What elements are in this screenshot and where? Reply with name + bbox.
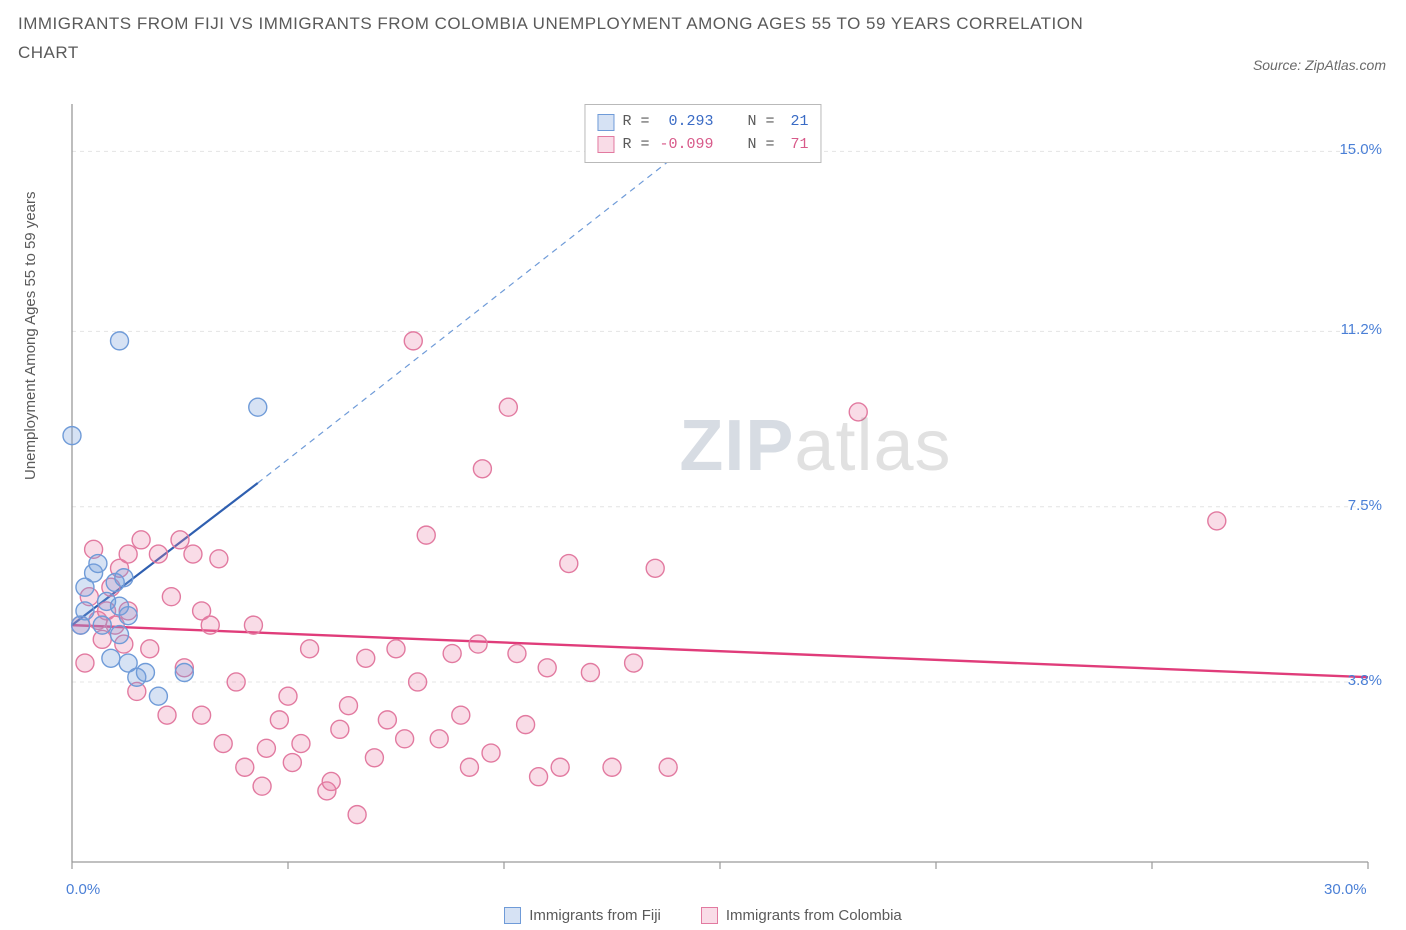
n-value-fiji: 21 bbox=[783, 111, 809, 134]
n-label: N = bbox=[748, 111, 775, 134]
x-tick-label: 0.0% bbox=[66, 881, 100, 898]
y-tick-label: 11.2% bbox=[1341, 321, 1382, 338]
stats-row-fiji: R = 0.293 N = 21 bbox=[597, 111, 808, 134]
stats-legend: R = 0.293 N = 21 R = -0.099 N = 71 bbox=[584, 104, 821, 163]
r-value-fiji: 0.293 bbox=[657, 111, 713, 134]
x-tick-label: 30.0% bbox=[1324, 881, 1367, 898]
swatch-colombia bbox=[701, 907, 718, 924]
legend-label-fiji: Immigrants from Fiji bbox=[529, 907, 661, 924]
y-axis-label: Unemployment Among Ages 55 to 59 years bbox=[22, 191, 39, 480]
r-label: R = bbox=[622, 111, 649, 134]
n-value-colombia: 71 bbox=[783, 134, 809, 157]
n-label: N = bbox=[748, 134, 775, 157]
chart-area: 0.0%30.0%3.8%7.5%11.2%15.0% bbox=[60, 104, 1380, 874]
y-tick-label: 3.8% bbox=[1348, 672, 1382, 689]
r-value-colombia: -0.099 bbox=[657, 134, 713, 157]
swatch-fiji bbox=[597, 114, 614, 131]
r-label: R = bbox=[622, 134, 649, 157]
source-attribution: Source: ZipAtlas.com bbox=[1253, 57, 1386, 73]
swatch-fiji bbox=[504, 907, 521, 924]
legend-item-colombia: Immigrants from Colombia bbox=[701, 907, 902, 924]
swatch-colombia bbox=[597, 136, 614, 153]
legend-label-colombia: Immigrants from Colombia bbox=[726, 907, 902, 924]
stats-row-colombia: R = -0.099 N = 71 bbox=[597, 134, 808, 157]
chart-title: IMMIGRANTS FROM FIJI VS IMMIGRANTS FROM … bbox=[18, 10, 1118, 68]
y-tick-label: 7.5% bbox=[1348, 497, 1382, 514]
series-legend: Immigrants from Fiji Immigrants from Col… bbox=[0, 907, 1406, 924]
legend-item-fiji: Immigrants from Fiji bbox=[504, 907, 661, 924]
scatter-plot bbox=[60, 104, 1380, 874]
y-tick-label: 15.0% bbox=[1339, 141, 1382, 158]
